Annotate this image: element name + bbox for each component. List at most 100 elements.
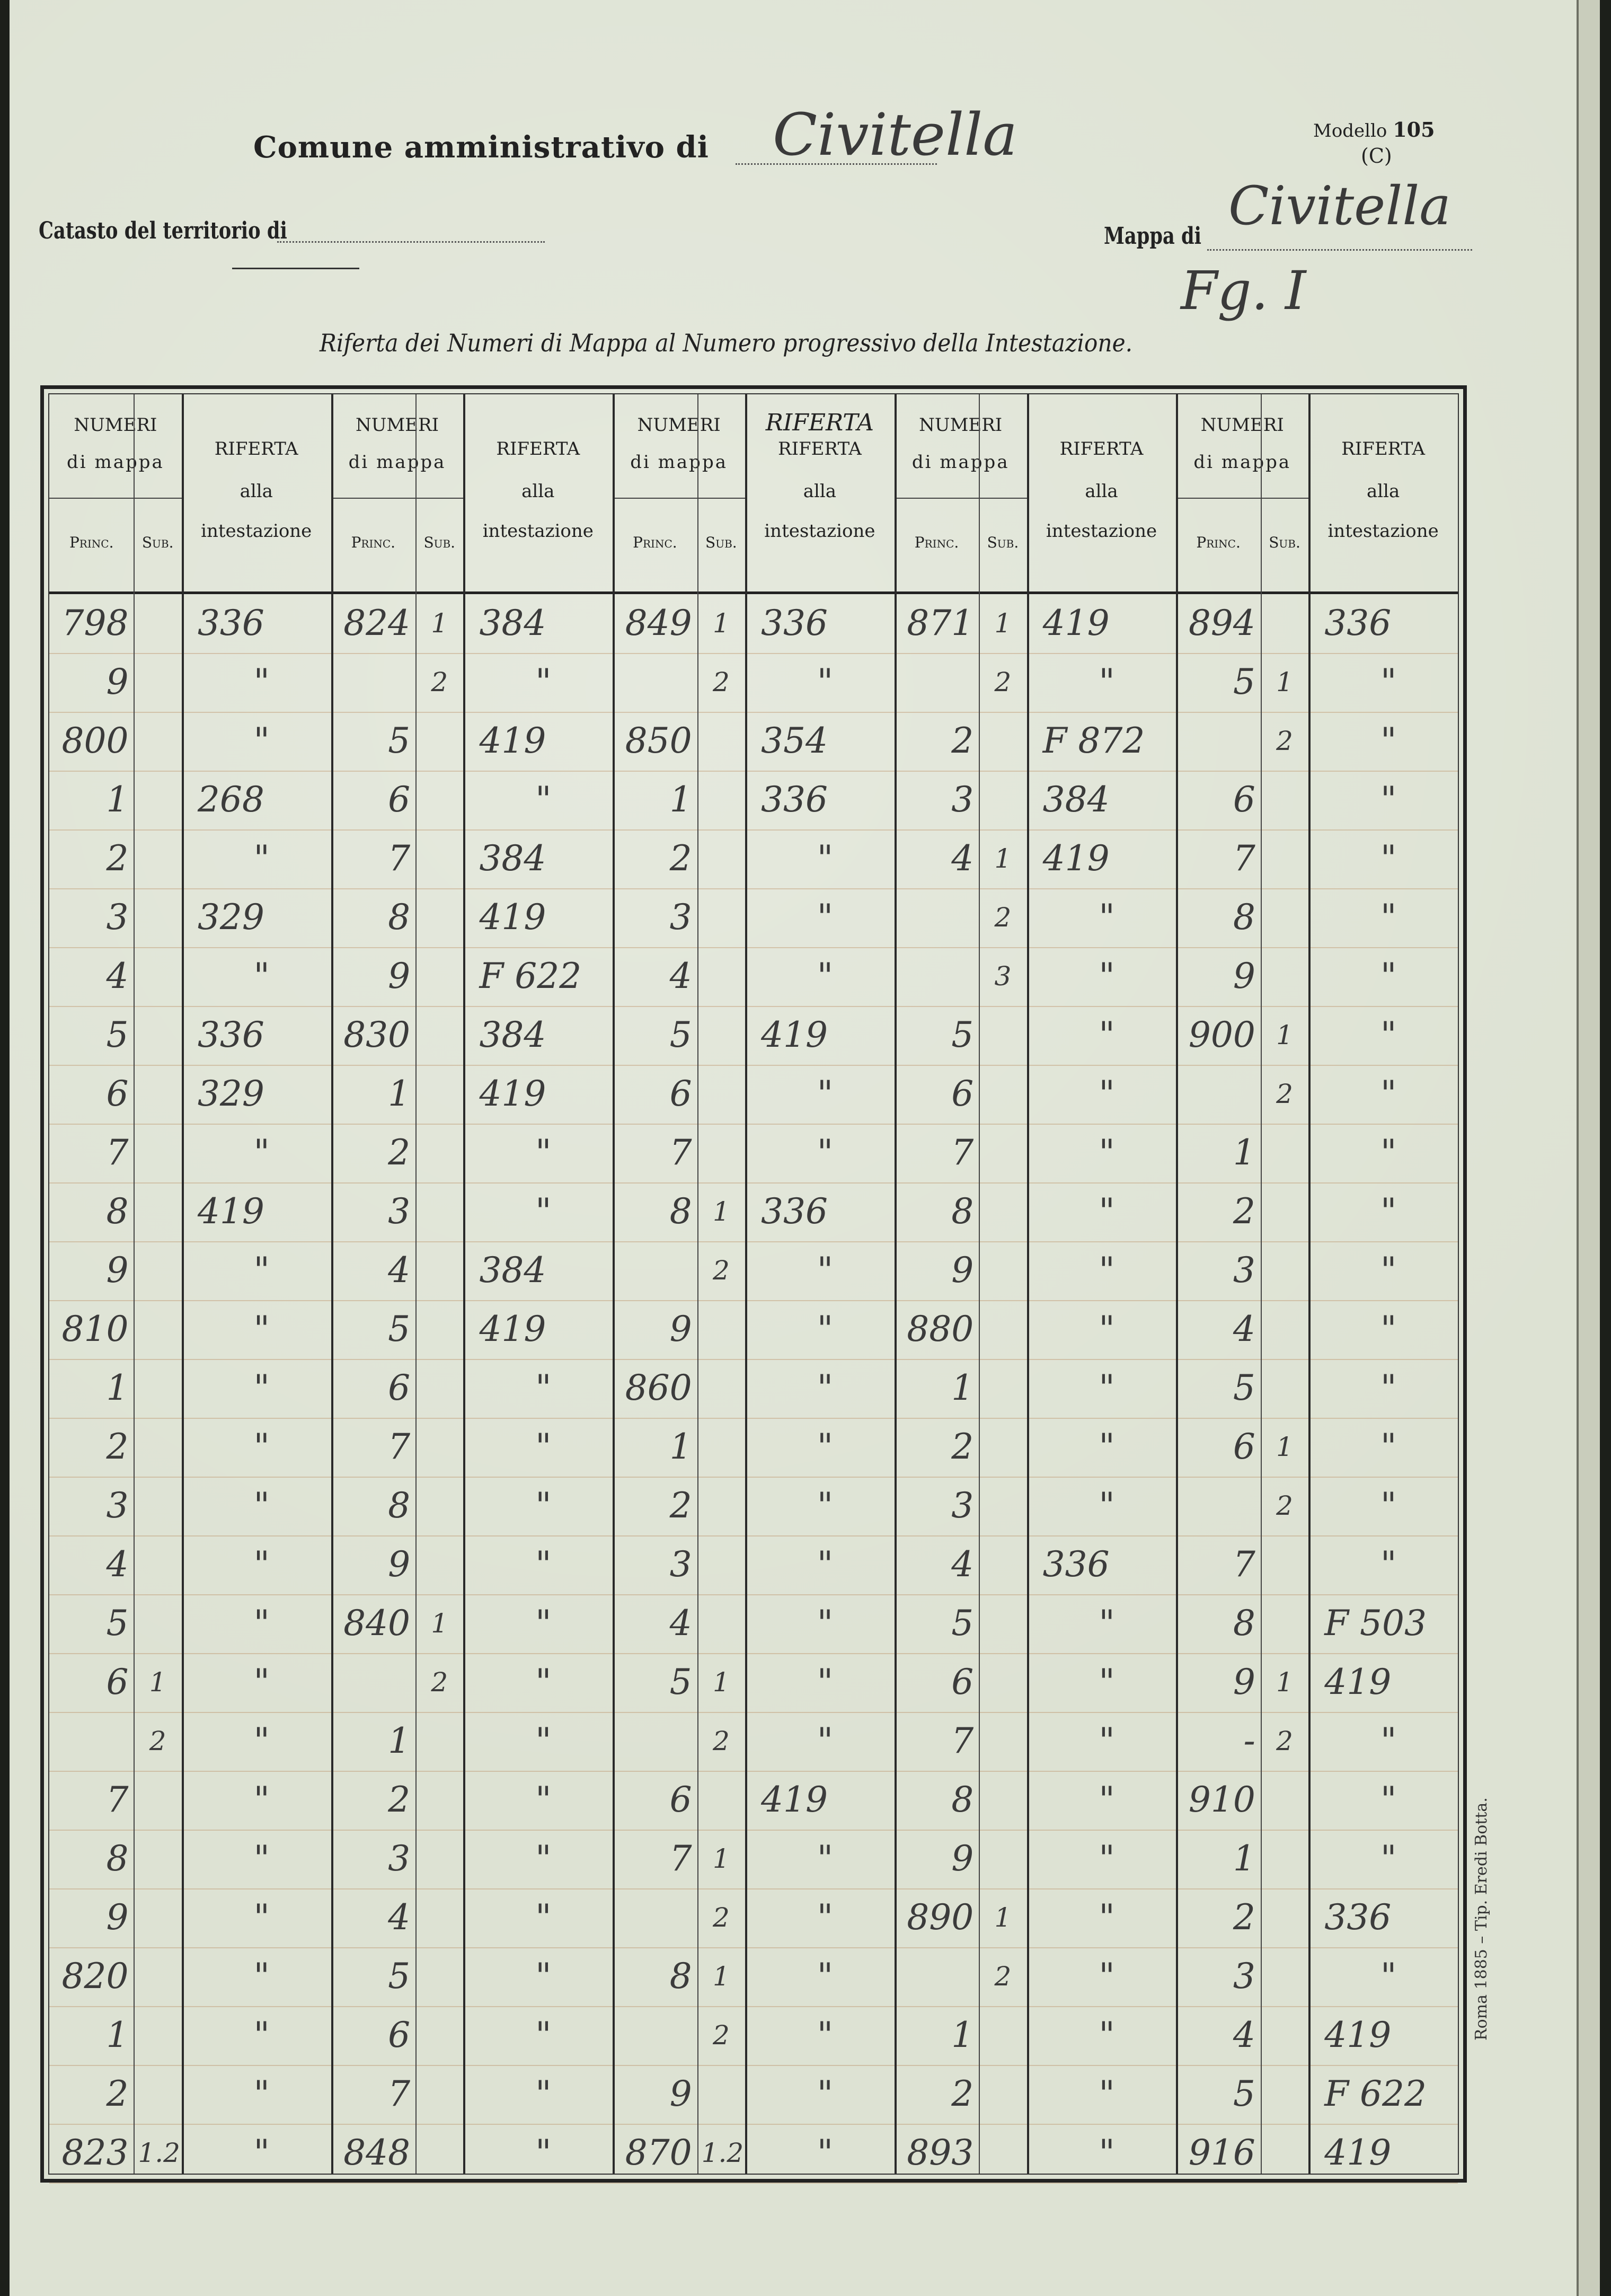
table-row: 2 " 1 " 2 " 7 " -2 ": [49, 1712, 1458, 1772]
riferta-header: RIFERTA: [1059, 438, 1144, 460]
sub-cell: [983, 1065, 1022, 1124]
princ-cell: 7: [951, 1720, 974, 1761]
riferta-cell: ": [1380, 661, 1397, 702]
riferta-cell: ": [1099, 1603, 1115, 1644]
sub-cell: [702, 888, 741, 947]
sub-cell: 1: [431, 1608, 448, 1639]
princ-cell: 820: [61, 1956, 129, 1997]
princ-cell: 3: [106, 897, 129, 938]
princ-cell: [900, 653, 973, 712]
sub-header: Sub.: [1269, 534, 1300, 551]
riferta-cell: ": [817, 1720, 834, 1761]
numeri-header: NUMERI: [74, 414, 157, 436]
alla-header: alla: [521, 481, 555, 502]
sub-cell: [702, 1594, 741, 1653]
princ-cell: [55, 1712, 128, 1771]
alla-header: alla: [240, 481, 273, 502]
princ-cell: 4: [106, 956, 129, 996]
sub-cell: [138, 1006, 177, 1065]
princ-cell: [618, 2006, 692, 2065]
riferta-cell: ": [1099, 897, 1115, 938]
riferta-cell: 419: [479, 897, 546, 938]
riferta-cell: ": [1099, 1191, 1115, 1232]
princ-cell: 3: [388, 1838, 411, 1879]
riferta-cell: ": [253, 2132, 270, 2173]
sub-cell: [420, 1712, 459, 1771]
sub-cell: [420, 2065, 459, 2124]
riferta-cell: ": [1380, 1073, 1397, 1114]
sub-cell: [983, 1477, 1022, 1535]
riferta-cell: 336: [197, 1014, 264, 1055]
sub-cell: [1265, 1359, 1304, 1418]
riferta-cell: ": [1099, 1897, 1115, 1938]
riferta-cell: ": [1380, 1250, 1397, 1291]
riferta-cell: 419: [761, 1014, 828, 1055]
modello-text: Modello: [1313, 120, 1387, 142]
riferta-cell: ": [1380, 1191, 1397, 1232]
sub-cell: [983, 1124, 1022, 1182]
princ-cell: 3: [1233, 1956, 1255, 1997]
princ-cell: 2: [669, 1485, 692, 1526]
table-row: 6 329 1 419 6 " 6 " 2 ": [49, 1065, 1458, 1125]
riferta-cell: ": [1099, 1132, 1115, 1173]
riferta-header: RIFERTA: [1341, 438, 1426, 460]
riferta-cell: ": [817, 1485, 834, 1526]
princ-cell: -: [1243, 1720, 1255, 1761]
riferta-cell: ": [253, 1662, 270, 1702]
princ-cell: 3: [106, 1485, 129, 1526]
princ-cell: 1: [106, 2015, 129, 2055]
princ-cell: 5: [951, 1014, 974, 1055]
princ-cell: 4: [951, 1544, 974, 1585]
riferta-cell: ": [817, 1426, 834, 1467]
sub-cell: [420, 1241, 459, 1300]
sub-cell: [1265, 594, 1304, 653]
document-page: Comune amministrativo di Civitella Model…: [10, 0, 1586, 2296]
princ-cell: 8: [388, 897, 411, 938]
riferta-header: RIFERTA: [496, 438, 580, 460]
table-row: 8 " 3 " 7 1 " 9 " 1 ": [49, 1830, 1458, 1889]
princ-cell: 2: [1233, 1897, 1255, 1938]
princ-cell: 870: [625, 2132, 692, 2173]
riferta-cell: ": [1099, 1779, 1115, 1820]
sub-cell: [983, 1712, 1022, 1771]
sub-cell: [420, 1771, 459, 1830]
riferta-divider: [181, 394, 184, 2174]
alla-header: alla: [1366, 481, 1400, 502]
riferta-cell: ": [1099, 2132, 1115, 2173]
riferta-cell: ": [817, 1897, 834, 1938]
sub-cell: [702, 771, 741, 829]
table-row: 2 " 7 384 2 " 4 1 419 7 ": [49, 829, 1458, 889]
riferta-cell: ": [1099, 2073, 1115, 2114]
riferta-cell: ": [1380, 1485, 1397, 1526]
sub-header: Sub.: [423, 534, 456, 551]
sub-cell: [1265, 1830, 1304, 1888]
riferta-cell: ": [1099, 956, 1115, 996]
riferta-cell: ": [817, 1250, 834, 1291]
foglio-value: Fg. I: [1181, 260, 1306, 322]
riferta-cell: ": [817, 2015, 834, 2055]
sub-cell: [1265, 2006, 1304, 2065]
intestazione-header: intestazione: [482, 520, 594, 542]
table-row: 8 419 3 " 8 1 336 8 " 2 ": [49, 1182, 1458, 1242]
riferta-cell: ": [817, 1132, 834, 1173]
riferta-cell: 419: [1324, 2015, 1392, 2055]
princ-cell: 916: [1188, 2132, 1255, 2173]
riferta-cell: 384: [479, 1250, 546, 1291]
table-inner: NUMERI di mappa Princ. Sub. RIFERTA alla intes…: [48, 393, 1459, 2184]
riferta-cell: ": [817, 2132, 834, 2173]
table-row: 823 1.2 " 848 " 870 1.2 " 893 " 916 419: [49, 2124, 1458, 2184]
sub-cell: [420, 1888, 459, 1947]
divider-dash: [232, 268, 359, 269]
riferta-cell: 384: [479, 603, 546, 643]
table-row: 3 329 8 419 3 " 2 " 8 ": [49, 888, 1458, 948]
sub-cell: [702, 1065, 741, 1124]
riferta-cell: ": [253, 1779, 270, 1820]
princ-header: Princ.: [1196, 534, 1241, 551]
sub-cell: [702, 1535, 741, 1594]
sub-cell: [983, 1241, 1022, 1300]
princ-cell: 9: [1233, 1662, 1255, 1702]
sub-cell: [983, 1359, 1022, 1418]
riferta-cell: 384: [479, 1014, 546, 1055]
princ-cell: 4: [106, 1544, 129, 1585]
princ-cell: 6: [1233, 779, 1255, 820]
